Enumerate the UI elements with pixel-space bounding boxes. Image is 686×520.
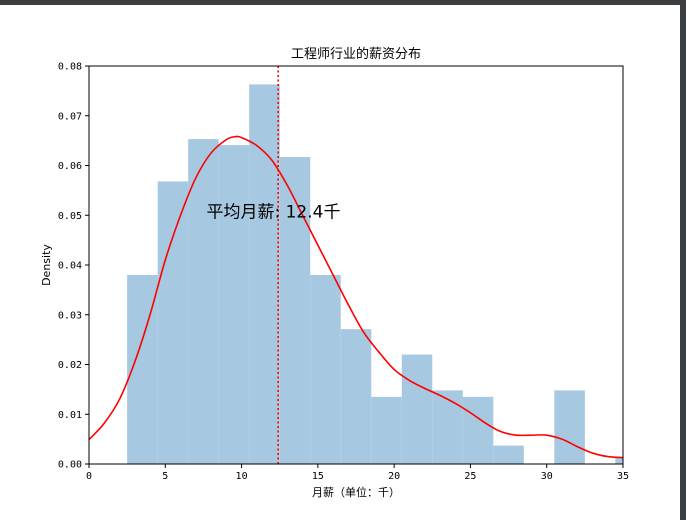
x-tick-label: 5 [162,471,168,482]
histogram-bar [462,396,494,464]
histogram-bar [615,458,623,464]
histogram-bar [432,390,463,464]
window-right-edge [680,0,686,520]
histogram-bar [371,396,402,464]
x-tick-label: 25 [464,471,476,482]
y-tick-label: 0.00 [58,460,82,471]
x-tick-label: 15 [312,471,324,482]
y-tick-label: 0.07 [58,111,82,122]
y-tick-label: 0.02 [58,360,82,371]
y-tick-label: 0.01 [58,410,82,421]
histogram-bar [340,329,372,464]
histogram-bar [157,181,189,465]
histogram-bar [310,274,341,464]
histogram-bar [188,139,219,464]
histogram-bar [554,390,585,464]
x-axis-label: 月薪（单位：千） [312,485,400,499]
histogram-bar [401,354,433,464]
y-tick-label: 0.03 [58,310,82,321]
x-tick-label: 0 [86,471,92,482]
x-axis-ticks: 0 5 10 15 20 25 30 35 [86,464,629,482]
x-tick-label: 10 [236,471,248,482]
x-tick-label: 30 [541,471,553,482]
histogram-bar [493,445,524,464]
histogram-bar [279,157,311,465]
y-axis-label: Density [40,244,53,286]
y-tick-label: 0.05 [58,211,82,222]
kde-curve [88,135,624,459]
histogram-bars [127,84,623,465]
y-tick-label: 0.04 [58,261,82,272]
mean-salary-annotation: 平均月薪: 12.4千 [206,203,340,223]
chart-title: 工程师行业的薪资分布 [291,46,421,62]
x-tick-label: 20 [388,471,400,482]
x-tick-label: 35 [617,471,629,482]
window-top-bar [0,0,686,5]
y-tick-label: 0.06 [58,161,82,172]
histogram-bar [249,84,280,464]
y-tick-label: 0.08 [58,62,82,73]
y-axis-ticks: 0.00 0.01 0.02 0.03 0.04 0.05 0.06 0.07 0.08 [58,62,89,471]
histogram-bar [218,145,250,465]
